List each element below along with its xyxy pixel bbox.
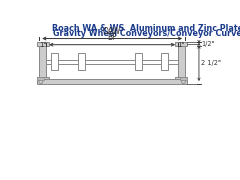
Text: Gravity Wheel Conveyors/Conveyor Curves: Gravity Wheel Conveyors/Conveyor Curves <box>53 29 240 38</box>
Bar <box>37 42 49 46</box>
Text: OAW: OAW <box>103 27 121 36</box>
Bar <box>39 46 46 77</box>
Text: Roach WA & WS  Aluminum and Zinc Plated: Roach WA & WS Aluminum and Zinc Plated <box>52 24 240 33</box>
Bar <box>175 42 187 46</box>
Text: 2 1/2": 2 1/2" <box>201 60 221 66</box>
Bar <box>161 53 168 70</box>
Bar <box>175 77 187 82</box>
Bar <box>178 46 185 77</box>
Bar <box>51 53 58 70</box>
Bar <box>180 77 187 80</box>
Bar <box>37 77 49 82</box>
Text: BF: BF <box>108 33 117 42</box>
Bar <box>135 53 142 70</box>
Bar <box>37 77 44 80</box>
Bar <box>78 53 85 70</box>
Text: 1": 1" <box>178 42 185 48</box>
Text: 1": 1" <box>39 42 47 48</box>
Text: 1/2": 1/2" <box>201 41 215 47</box>
Bar <box>37 79 187 84</box>
